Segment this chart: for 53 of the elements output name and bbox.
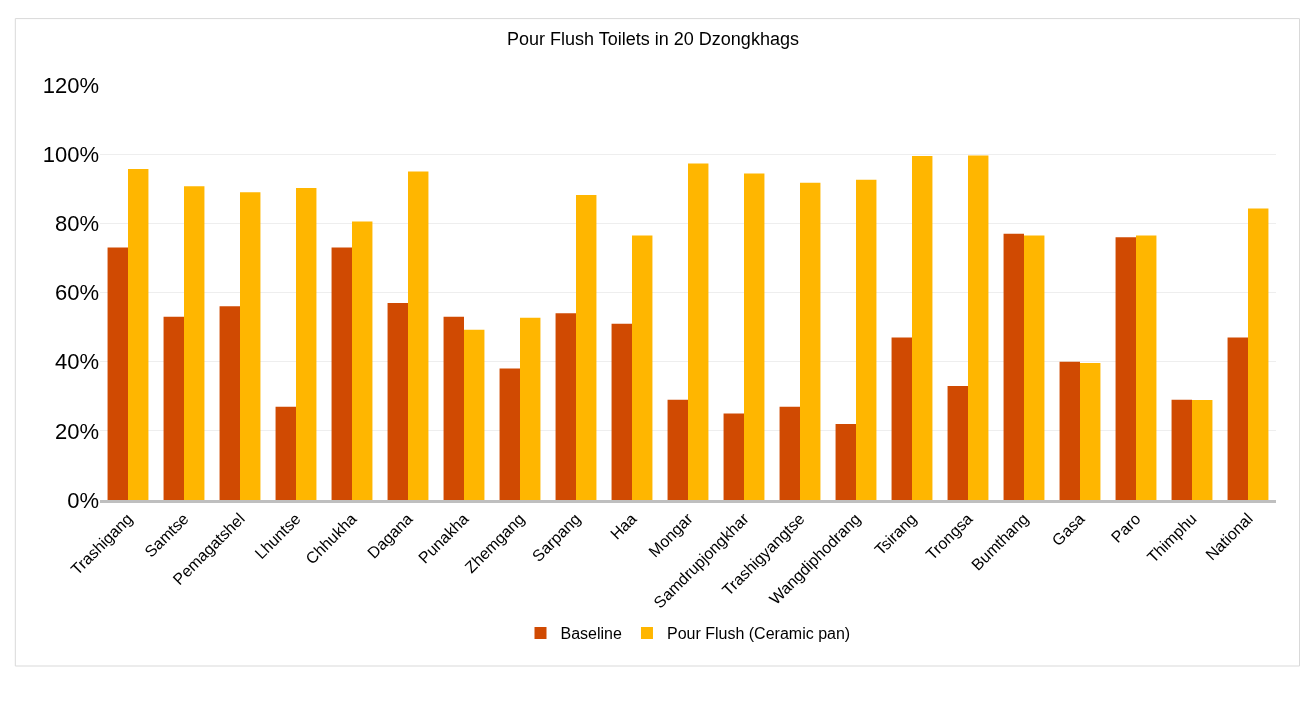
bar (723, 413, 744, 500)
legend-label: Baseline (560, 625, 622, 643)
bar (331, 247, 352, 500)
bar (1227, 337, 1248, 500)
bar (779, 406, 800, 500)
bar (219, 306, 240, 500)
y-tick-label: 20% (54, 418, 99, 444)
bar (1136, 235, 1157, 500)
y-tick-label: 100% (42, 141, 99, 167)
bar (912, 155, 933, 500)
bar (688, 163, 709, 500)
bar (632, 235, 653, 500)
x-tick-label: Haa (607, 509, 640, 543)
y-tick-label: 60% (54, 280, 99, 306)
bar (667, 399, 688, 500)
bar (555, 313, 576, 500)
bar (184, 186, 205, 500)
bar (240, 192, 261, 500)
bar (128, 169, 149, 500)
y-tick-label: 80% (54, 211, 99, 237)
chart-title: Pour Flush Toilets in 20 Dzongkhags (507, 28, 799, 49)
bar (1024, 235, 1045, 500)
bar (891, 337, 912, 500)
bar (1059, 361, 1080, 500)
bar (835, 423, 856, 500)
bar (1248, 208, 1269, 500)
bar (576, 194, 597, 500)
bar (611, 323, 632, 500)
bar (1003, 233, 1024, 500)
bar (1171, 399, 1192, 500)
bar (352, 221, 373, 500)
bar (520, 317, 541, 500)
y-tick-label: 0% (67, 487, 99, 513)
legend-label: Pour Flush (Ceramic pan) (666, 625, 851, 643)
bar (1115, 237, 1136, 500)
bar (1080, 363, 1101, 500)
bar (408, 171, 429, 500)
bar (464, 329, 485, 500)
bar (163, 316, 184, 500)
bar (744, 173, 765, 500)
bar (296, 188, 317, 500)
bar (856, 179, 877, 500)
bar (947, 385, 968, 500)
bar (387, 302, 408, 500)
bar (443, 316, 464, 500)
bar (968, 155, 989, 500)
bar (275, 406, 296, 500)
y-tick-label: 120% (42, 72, 99, 98)
bar (800, 182, 821, 500)
bar (499, 368, 520, 500)
bar (107, 247, 128, 500)
y-tick-label: 40% (54, 349, 99, 375)
bar (1192, 400, 1213, 500)
